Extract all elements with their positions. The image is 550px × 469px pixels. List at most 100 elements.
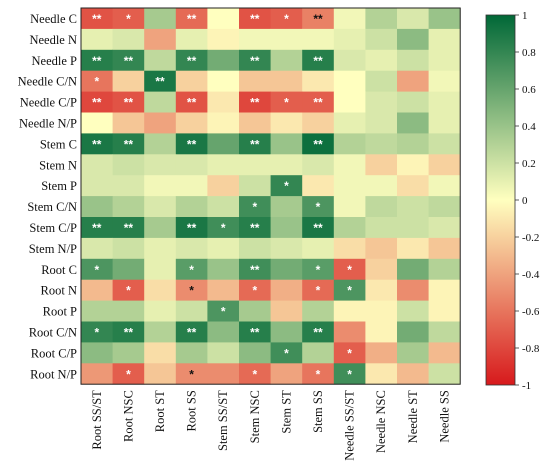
heatmap-cell	[302, 70, 335, 92]
heatmap-cell	[397, 112, 429, 134]
significance-marker: *	[284, 96, 289, 110]
significance-marker: **	[313, 12, 323, 26]
heatmap-cell	[397, 321, 429, 343]
significance-marker: **	[124, 54, 134, 68]
heatmap-cell	[239, 300, 271, 322]
heatmap-cell	[365, 175, 398, 197]
heatmap-cell	[333, 196, 366, 218]
heatmap-cell	[239, 217, 271, 239]
heatmap-cell	[239, 154, 271, 176]
colorbar-tick-label: 0.2	[522, 158, 536, 170]
significance-marker: *	[189, 263, 194, 277]
heatmap-cell	[207, 175, 240, 197]
significance-marker: **	[187, 325, 197, 339]
heatmap-cell	[333, 112, 366, 134]
heatmap-cell	[302, 279, 335, 301]
significance-marker: **	[92, 137, 102, 151]
significance-marker: **	[187, 137, 197, 151]
heatmap-cell	[270, 321, 303, 343]
heatmap-cell	[333, 70, 366, 92]
significance-marker: *	[189, 284, 194, 298]
significance-marker: *	[126, 12, 131, 26]
significance-marker: *	[252, 367, 257, 381]
heatmap-cell	[333, 300, 366, 322]
heatmap-cell	[302, 112, 335, 134]
significance-marker: **	[124, 96, 134, 110]
heatmap-cell	[302, 175, 335, 197]
colorbar-gradient	[485, 14, 516, 386]
heatmap-cell	[270, 237, 303, 260]
heatmap-cell	[270, 8, 303, 30]
row-label: Needle C/N	[18, 75, 77, 89]
heatmap-cell	[207, 49, 240, 72]
column-label: Stem ST	[279, 390, 293, 434]
significance-marker: **	[187, 221, 197, 235]
heatmap-cell	[365, 279, 398, 301]
heatmap-cell	[81, 70, 113, 92]
heatmap-cell	[270, 342, 303, 364]
heatmap-cell	[81, 217, 113, 239]
row-label: Stem N	[39, 158, 77, 172]
heatmap-cell	[365, 91, 398, 113]
heatmap-cell	[112, 8, 145, 30]
significance-marker: *	[284, 179, 289, 193]
heatmap-cell	[175, 300, 208, 322]
heatmap-cell	[112, 321, 145, 343]
heatmap-cell	[144, 49, 177, 72]
significance-marker: **	[92, 54, 102, 68]
heatmap-cell	[397, 279, 429, 301]
heatmap-cell	[302, 28, 335, 51]
heatmap-cell	[333, 363, 366, 385]
heatmap-cell	[239, 112, 271, 134]
heatmap-cell	[270, 91, 303, 113]
heatmap-cell	[239, 91, 271, 113]
significance-marker: **	[250, 137, 260, 151]
heatmap-cell	[333, 342, 366, 364]
heatmap-cell	[397, 342, 429, 364]
row-label: Root C/N	[29, 325, 77, 339]
heatmap-cell	[365, 258, 398, 281]
heatmap-cell	[207, 363, 240, 385]
heatmap-cell	[333, 175, 366, 197]
heatmap-cell	[81, 175, 113, 197]
heatmap-cell	[397, 91, 429, 113]
heatmap-cell	[81, 279, 113, 301]
heatmap-cell	[365, 70, 398, 92]
heatmap-cell	[365, 112, 398, 134]
heatmap-cell	[365, 217, 398, 239]
heatmap-cell	[81, 133, 113, 155]
row-label: Stem C/P	[29, 221, 77, 235]
heatmap-cell	[175, 237, 208, 260]
heatmap-cell	[81, 154, 113, 176]
significance-marker: **	[250, 54, 260, 68]
significance-marker: *	[189, 367, 194, 381]
row-label: Needle N/P	[19, 116, 77, 130]
heatmap-cell	[270, 363, 303, 385]
heatmap-cell	[333, 321, 366, 343]
significance-marker: *	[126, 284, 131, 298]
heatmap-cell	[112, 300, 145, 322]
significance-marker: **	[313, 137, 323, 151]
row-label: Stem N/P	[29, 242, 77, 256]
heatmap-cell	[239, 342, 271, 364]
heatmap-cell	[428, 217, 461, 239]
heatmap-cell	[175, 49, 208, 72]
heatmap-cell	[270, 70, 303, 92]
significance-marker: **	[124, 221, 134, 235]
heatmap-cell	[81, 363, 113, 385]
heatmap-cell	[81, 342, 113, 364]
heatmap-cell	[302, 300, 335, 322]
heatmap-cell	[144, 321, 177, 343]
heatmap-cell	[428, 279, 461, 301]
significance-marker: *	[94, 325, 99, 339]
heatmap-cell	[333, 154, 366, 176]
heatmap-cell	[428, 300, 461, 322]
column-label: Stem NSC	[248, 390, 262, 443]
heatmap-cell	[270, 300, 303, 322]
heatmap-cell	[144, 279, 177, 301]
heatmap-cell	[207, 154, 240, 176]
heatmap-cell	[270, 112, 303, 134]
heatmap-cell	[333, 237, 366, 260]
heatmap-cell	[175, 8, 208, 30]
heatmap-cell	[112, 342, 145, 364]
